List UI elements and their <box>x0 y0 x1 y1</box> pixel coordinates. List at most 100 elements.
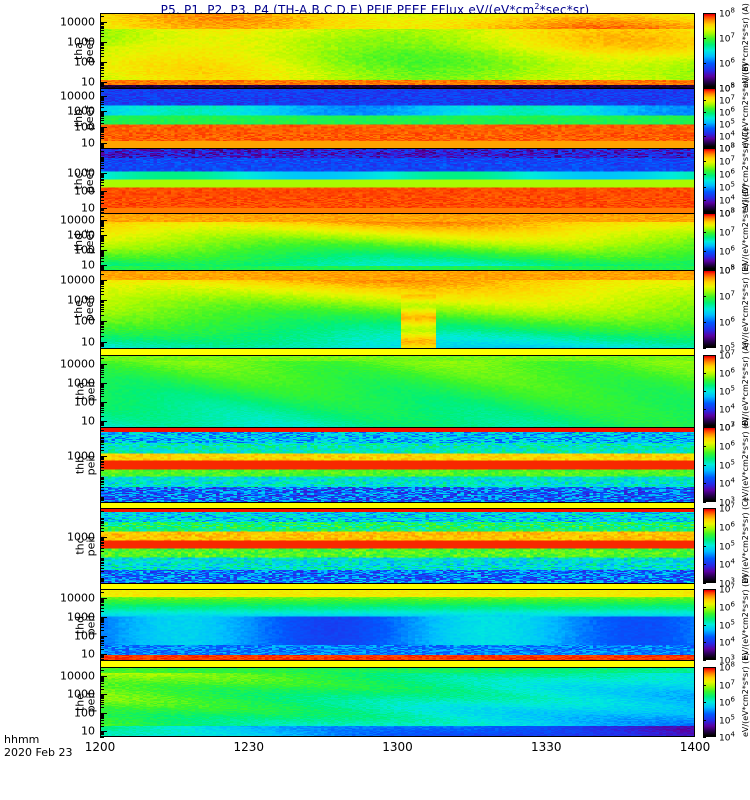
xtick-1200: 1200 <box>84 740 116 754</box>
ytickmark-minor <box>100 128 104 130</box>
cbtickmark <box>703 589 706 590</box>
cbtick-base: 10 <box>719 170 731 181</box>
cbtickmark <box>703 88 706 89</box>
cbtick-base: 10 <box>719 523 731 534</box>
ytickmark <box>100 694 107 696</box>
ytick-the-peif-10000: 10000 <box>60 669 95 683</box>
cbtick-exponent: 8 <box>730 6 735 15</box>
colorbar-label-tha-peif: eV/(eV*cm2*s*sr) (A) <box>741 342 750 427</box>
ytickmark-minor <box>100 165 104 167</box>
cbtickmark <box>703 148 706 149</box>
ytickmark-minor <box>100 46 104 48</box>
ytickmark-minor <box>100 695 104 697</box>
ytickmark-minor <box>100 622 104 624</box>
heatmap-thd-peif <box>101 590 694 660</box>
ytickmark-minor <box>100 211 104 213</box>
ytickmark-minor <box>100 112 104 114</box>
ytick-thd-peef-10000: 10000 <box>60 213 95 227</box>
ytickmark-minor <box>100 371 104 373</box>
ytickmark-minor <box>100 425 104 427</box>
ytickmark-minor <box>100 722 104 724</box>
ytickmark-minor <box>100 50 104 52</box>
ytickmark-minor <box>100 464 104 466</box>
ytickmark-minor <box>100 267 104 269</box>
cbtick-the-peif-1e5: 105 <box>719 713 735 726</box>
ytickmark-minor <box>100 100 104 102</box>
ytickmark-minor <box>100 525 104 527</box>
ytickmark-minor <box>100 560 104 562</box>
cbtick-thc-peif-1e4: 104 <box>719 558 735 571</box>
ytick-tha-peef-1000: 1000 <box>67 35 95 49</box>
ytickmark-minor <box>100 479 104 481</box>
heatmap-the-peef <box>101 271 694 348</box>
ytickmark-minor <box>100 717 104 718</box>
ytickmark-minor <box>100 322 104 324</box>
cbtick-the-peif-1e6: 106 <box>719 696 735 709</box>
cbtick-base: 10 <box>719 663 731 674</box>
cbtick-tha-peef-1e8: 108 <box>719 7 735 20</box>
cbtick-base: 10 <box>719 423 731 434</box>
ytickmark-minor <box>100 377 104 379</box>
cbtick-base: 10 <box>719 504 731 515</box>
ytickmark-minor <box>100 511 104 513</box>
ytickmark-minor <box>100 63 104 65</box>
cbtick-tha-peef-1e6: 106 <box>719 57 735 70</box>
ytick-thb-peef-10: 10 <box>81 136 95 150</box>
ytick-thd-peef-100: 100 <box>74 243 95 257</box>
ytickmark-minor <box>100 145 104 147</box>
ytickmark-minor <box>100 571 104 573</box>
cbtickmark <box>703 373 706 374</box>
cbtick-base: 10 <box>719 157 731 168</box>
ytickmark <box>100 220 107 222</box>
ytickmark <box>100 616 107 618</box>
ytickmark <box>100 250 107 252</box>
cbtick-tha-peif-1e7: 107 <box>719 349 735 362</box>
ytickmark-minor <box>100 477 104 479</box>
ytickmark-minor <box>100 458 104 460</box>
ytickmark <box>100 95 107 97</box>
cbtickmark <box>703 464 706 466</box>
cbtickmark <box>703 409 706 410</box>
ytickmark-minor <box>100 290 104 292</box>
ytickmark-minor <box>100 177 104 179</box>
ytickmark-minor <box>100 423 104 425</box>
colorbar-label-thb-peif: eV/(eV*cm2*s*sr) (B) <box>741 417 750 502</box>
ytickmark-minor <box>100 113 104 115</box>
heatmap-tha-peif <box>101 356 694 427</box>
heatmap-thb-peef <box>101 89 694 148</box>
ytickmark-minor <box>100 460 104 462</box>
ytickmark-minor <box>100 308 104 310</box>
ytickmark-minor <box>100 527 104 529</box>
ytickmark-minor <box>100 258 104 260</box>
ytickmark-minor <box>100 577 104 579</box>
ytickmark-minor <box>100 235 104 237</box>
colorbar-label-thc-peif: eV/(eV*cm2*s*sr) (C) <box>741 497 750 583</box>
cbtick-exponent: 7 <box>730 582 735 591</box>
ytickmark-minor <box>100 607 104 609</box>
ytickmark-minor <box>100 311 104 313</box>
ytickmark-minor <box>100 657 104 659</box>
ytick-the-peef-10: 10 <box>81 335 95 349</box>
ytickmark-minor <box>100 112 104 114</box>
ytick-thc-peef-100: 100 <box>74 184 95 198</box>
ytickmark-minor <box>100 578 104 580</box>
cbtickmark <box>703 322 706 323</box>
ytickmark-minor <box>100 323 104 325</box>
cbtick-thc-peif-1e3: 103 <box>719 577 735 590</box>
cbtickmark <box>703 502 706 503</box>
ytickmark-minor <box>100 737 104 738</box>
cbtick-exponent: 7 <box>730 225 735 234</box>
ytickmark-minor <box>100 427 104 428</box>
ytickmark-minor <box>100 45 104 47</box>
ytickmark-minor <box>100 99 104 101</box>
cbtick-thb-peif-1e4: 104 <box>719 477 735 490</box>
ytickmark-minor <box>100 407 104 409</box>
cbtick-thb-peif-1e6: 106 <box>719 439 735 452</box>
ytickmark-minor <box>100 386 104 388</box>
ytickmark-minor <box>100 658 104 660</box>
ytickmark <box>100 82 107 84</box>
ytickmark-minor <box>100 182 104 184</box>
ytickmark-minor <box>100 70 104 72</box>
colorbar-label-the-peif: eV/(eV*cm2*s*sr) (E) <box>741 652 750 737</box>
cbtick-exponent: 3 <box>730 495 735 504</box>
